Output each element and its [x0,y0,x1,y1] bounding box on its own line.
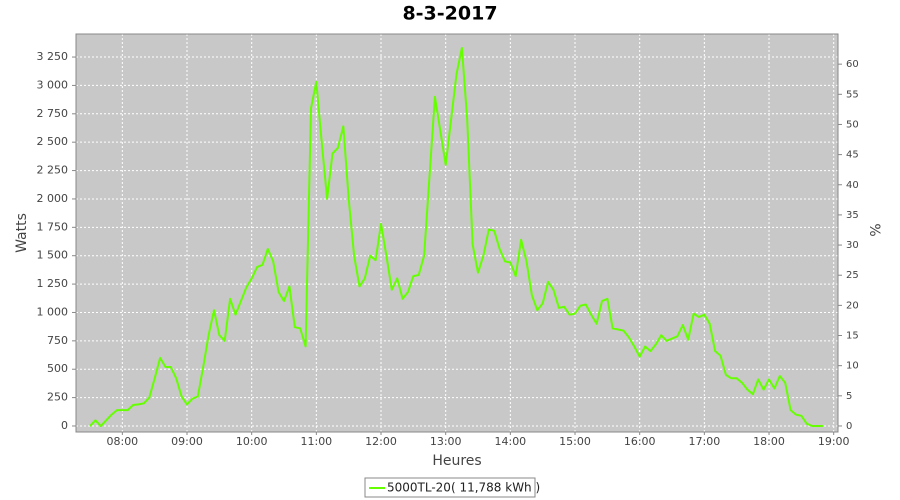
x-tick-label: 09:00 [171,435,203,448]
y2-tick-label: 55 [846,89,859,100]
y2-tick-label: 60 [846,59,859,70]
chart-title: 8-3-2017 [402,3,497,25]
y-tick-label: 3 250 [37,50,69,63]
y2-tick-label: 5 [846,391,852,402]
y2-tick-label: 45 [846,150,859,161]
x-tick-label: 15:00 [559,435,591,448]
x-tick-label: 08:00 [106,435,138,448]
x-tick-label: 10:00 [236,435,268,448]
y2-tick-label: 10 [846,361,859,372]
y-tick-label: 3 000 [37,78,69,91]
x-tick-label: 17:00 [689,435,721,448]
x-tick-label: 14:00 [494,435,526,448]
y-tick-label: 0 [61,419,68,432]
y-tick-label: 2 250 [37,164,69,177]
y-tick-label: 750 [47,334,68,347]
y2-tick-label: 50 [846,119,859,130]
y2-tick-label: 25 [846,270,859,281]
y-tick-label: 2 000 [37,192,69,205]
x-tick-label: 13:00 [430,435,462,448]
legend [364,477,536,498]
x-tick-label: 16:00 [624,435,656,448]
y-axis-label: Watts [14,213,30,253]
y-tick-label: 2 500 [37,135,69,148]
y-tick-label: 1 250 [37,277,69,290]
y-tick-label: 2 750 [37,107,69,120]
y-tick-label: 250 [47,391,68,404]
y-tick-label: 1 750 [37,220,69,233]
y2-tick-label: 20 [846,300,859,311]
x-tick-label: 18:00 [753,435,785,448]
y2-tick-label: 30 [846,240,859,251]
y-tick-label: 500 [47,362,68,375]
y2-tick-label: 15 [846,331,859,342]
x-tick-label: 12:00 [365,435,397,448]
x-tick-label: 19:00 [818,435,850,448]
y2-tick-label: 0 [846,421,852,432]
y-tick-label: 1 000 [37,305,69,318]
plot-border [75,33,839,433]
y2-tick-label: 40 [846,180,859,191]
y2-axis-label: % [866,223,882,236]
plot-area [76,34,838,432]
y2-tick-label: 35 [846,210,859,221]
x-axis-label: Heures [432,453,481,469]
legend-label: 5000TL-20( 11,788 kWh ) [387,481,540,495]
y-tick-label: 1 500 [37,249,69,262]
x-tick-label: 11:00 [300,435,332,448]
series-line [89,47,823,427]
